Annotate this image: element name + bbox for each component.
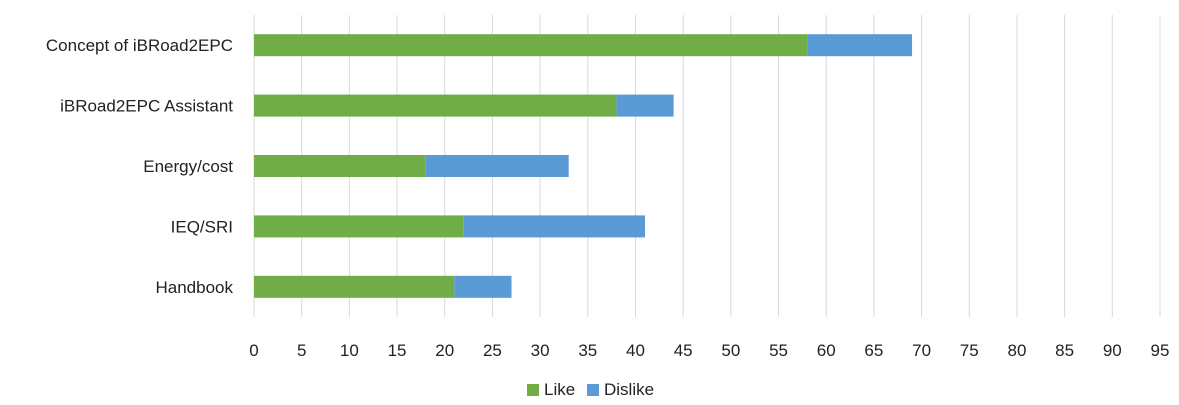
x-tick-label: 50	[721, 341, 740, 360]
bar-dislike-4	[454, 275, 512, 298]
legend-swatch-dislike	[587, 384, 599, 396]
x-tick-label: 95	[1151, 341, 1170, 360]
x-tick-label: 80	[1007, 341, 1026, 360]
x-tick-label: 5	[297, 341, 306, 360]
x-tick-label: 35	[578, 341, 597, 360]
x-tick-label: 60	[817, 341, 836, 360]
x-tick-label: 65	[864, 341, 883, 360]
x-axis-tick-labels: 0 5 10 15 20 25 30 35 40 45 50 55 60 65 70 75 80 85 90 95	[249, 341, 1169, 360]
legend: Like Dislike	[527, 380, 654, 399]
bar-dislike-2	[425, 155, 569, 177]
bars	[254, 34, 913, 298]
x-tick-label: 20	[435, 341, 454, 360]
legend-label-dislike: Dislike	[604, 380, 654, 399]
x-tick-label: 85	[1055, 341, 1074, 360]
x-tick-label: 10	[340, 341, 359, 360]
bar-like-0	[254, 34, 808, 57]
x-tick-label: 40	[626, 341, 645, 360]
legend-label-like: Like	[544, 380, 575, 399]
bar-like-3	[254, 215, 464, 238]
category-label: IEQ/SRI	[171, 217, 233, 236]
x-tick-label: 75	[960, 341, 979, 360]
category-label: Energy/cost	[143, 157, 233, 176]
x-tick-label: 30	[531, 341, 550, 360]
x-tick-label: 15	[388, 341, 407, 360]
bar-like-2	[254, 155, 426, 177]
bar-dislike-1	[616, 94, 674, 117]
legend-swatch-like	[527, 384, 539, 396]
bar-dislike-0	[807, 34, 913, 57]
bar-like-1	[254, 94, 617, 117]
bar-like-4	[254, 275, 455, 298]
category-label: iBRoad2EPC Assistant	[60, 97, 233, 116]
bar-dislike-3	[463, 215, 646, 238]
x-tick-label: 25	[483, 341, 502, 360]
x-tick-label: 45	[674, 341, 693, 360]
gridlines	[253, 15, 1161, 317]
category-labels: Concept of iBRoad2EPC iBRoad2EPC Assista…	[46, 36, 234, 297]
x-tick-label: 90	[1103, 341, 1122, 360]
x-tick-label: 70	[912, 341, 931, 360]
x-tick-label: 55	[769, 341, 788, 360]
x-tick-label: 0	[249, 341, 258, 360]
category-label: Concept of iBRoad2EPC	[46, 36, 233, 55]
category-label: Handbook	[155, 278, 233, 297]
